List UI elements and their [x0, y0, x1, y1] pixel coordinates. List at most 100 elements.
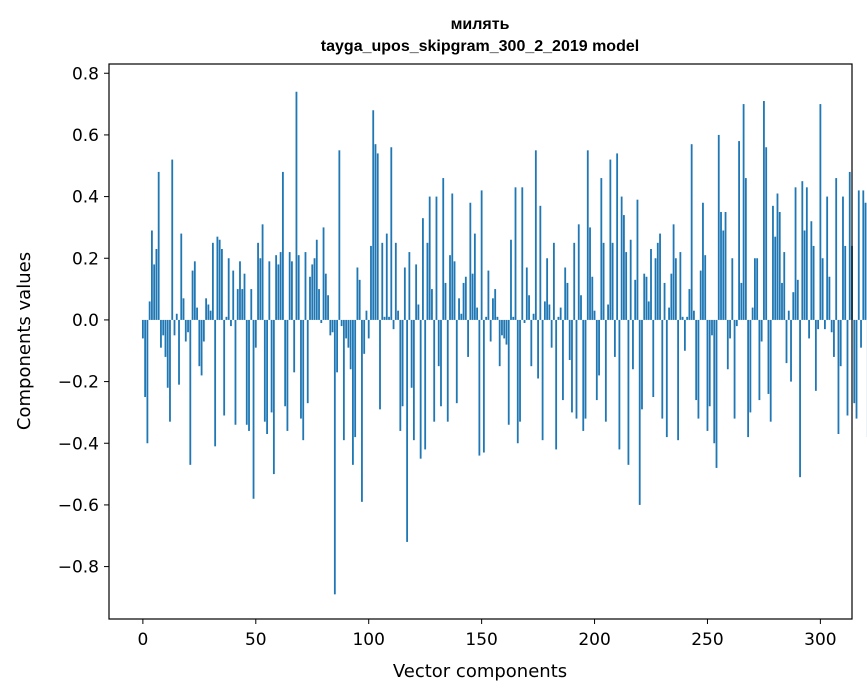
bar: [209, 310, 212, 320]
bar: [311, 264, 314, 320]
bar: [532, 313, 535, 320]
bar: [340, 319, 343, 327]
bar: [347, 319, 350, 348]
bar: [507, 319, 510, 425]
bar: [564, 267, 567, 320]
bar: [729, 319, 731, 339]
bar: [629, 239, 632, 320]
bar: [223, 319, 226, 416]
bar: [304, 252, 307, 320]
bar: [250, 289, 253, 320]
bar: [753, 258, 756, 320]
bar: [453, 261, 456, 320]
bar: [751, 307, 754, 320]
bar: [426, 242, 429, 320]
bar: [530, 319, 533, 367]
bar: [200, 319, 203, 376]
bar: [647, 301, 650, 320]
bar: [467, 319, 469, 357]
bar: [487, 270, 490, 320]
y-tick-label: −0.6: [58, 496, 99, 516]
bar: [516, 319, 519, 444]
bar: [279, 252, 282, 320]
bar: [390, 147, 393, 320]
bar: [688, 289, 691, 320]
bar: [412, 319, 415, 441]
bar: [575, 319, 578, 419]
bar: [403, 267, 406, 320]
bar: [489, 319, 492, 342]
bar: [433, 319, 436, 422]
bar: [252, 319, 255, 499]
bar: [733, 319, 736, 419]
bar: [320, 319, 323, 323]
bar: [756, 258, 759, 320]
bar: [383, 316, 386, 320]
bar: [801, 181, 804, 320]
bar: [803, 230, 806, 320]
bar: [668, 307, 670, 320]
bar: [677, 319, 680, 441]
bar: [415, 264, 418, 320]
bar: [760, 319, 763, 342]
y-axis-label: Components values: [14, 252, 35, 430]
bar: [449, 255, 451, 320]
bar: [862, 190, 865, 320]
bar: [848, 171, 851, 320]
bar: [234, 319, 237, 425]
bar: [539, 205, 542, 320]
bar: [180, 233, 183, 320]
bar: [672, 224, 675, 320]
bar: [462, 282, 465, 320]
bar: [361, 319, 363, 502]
bar: [464, 276, 467, 320]
bar: [184, 319, 187, 342]
x-axis-ticks: 0 50 100 150 200 250 300: [137, 619, 837, 650]
bar: [309, 276, 311, 320]
bar: [613, 319, 616, 357]
bar: [523, 319, 526, 323]
bar: [157, 171, 160, 320]
bar: [650, 249, 652, 320]
chart-title-line-1: милять: [451, 16, 510, 33]
bar: [776, 193, 779, 320]
bar: [322, 227, 325, 320]
bar: [683, 319, 686, 351]
bar: [485, 316, 488, 320]
bar: [501, 319, 503, 336]
bar: [406, 319, 409, 542]
bar: [607, 304, 609, 320]
bar: [634, 279, 637, 320]
bar: [767, 319, 770, 394]
bar: [151, 230, 153, 320]
x-tick-label: 200: [578, 630, 610, 650]
bar: [291, 261, 293, 320]
bar: [263, 319, 266, 422]
bar: [627, 319, 630, 465]
bar: [288, 252, 291, 320]
bar: [236, 289, 239, 320]
bar: [715, 319, 718, 468]
bar: [388, 316, 390, 320]
bar: [193, 261, 196, 320]
bar: [562, 319, 564, 401]
bar: [329, 319, 332, 336]
bar: [528, 295, 530, 320]
bar: [713, 319, 716, 444]
bar: [602, 242, 605, 320]
bar: [148, 301, 151, 320]
bar: [182, 298, 185, 320]
bar: [826, 196, 829, 320]
bar: [674, 258, 677, 320]
bar: [537, 319, 539, 379]
bar: [842, 196, 844, 320]
bar: [783, 252, 786, 320]
bar: [559, 307, 562, 320]
bar: [738, 141, 740, 320]
bar: [187, 319, 189, 333]
bar: [577, 224, 580, 320]
bar: [216, 236, 219, 320]
bar: [259, 258, 262, 320]
y-tick-label: 0.8: [72, 64, 99, 84]
bar: [410, 319, 413, 388]
